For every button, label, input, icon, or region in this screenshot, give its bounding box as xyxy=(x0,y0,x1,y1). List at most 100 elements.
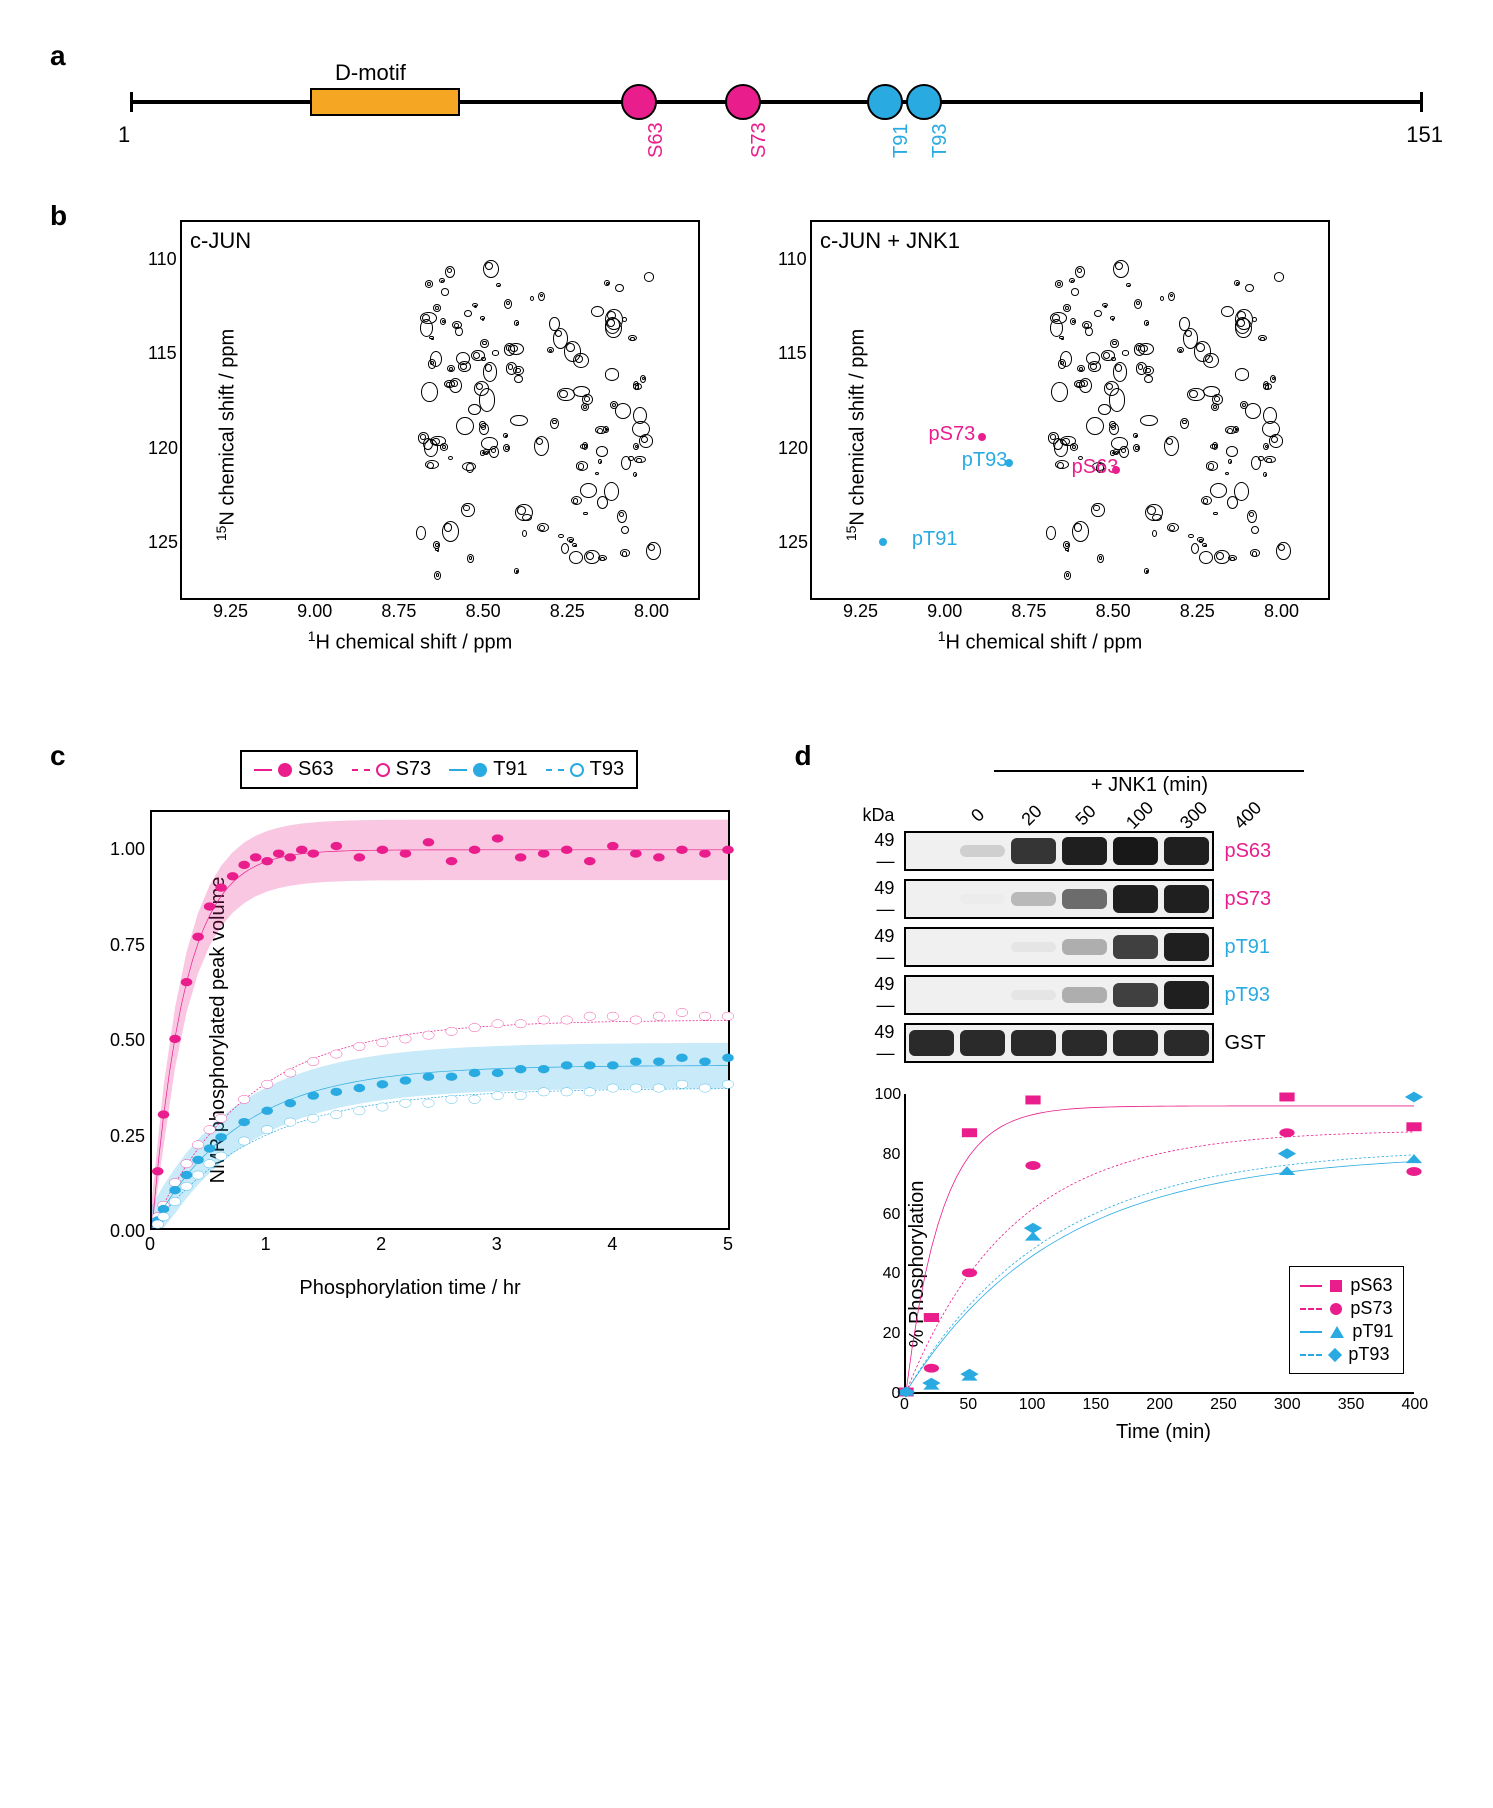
nmr-peak xyxy=(1235,368,1250,380)
nmr-peak xyxy=(583,405,587,409)
blot-band xyxy=(909,846,954,856)
xtick: 9.25 xyxy=(843,601,878,622)
nmr-peak xyxy=(549,317,559,331)
blot-band xyxy=(960,845,1005,858)
nmr-peak xyxy=(430,351,442,367)
kda-value: 49 — xyxy=(854,974,894,1016)
nmr-peak xyxy=(1237,319,1245,327)
phospho-peak-label: pT91 xyxy=(912,528,958,551)
nmr-peak xyxy=(559,390,568,399)
ytick: 1.00 xyxy=(110,839,144,860)
nmr-peak xyxy=(1071,280,1074,283)
phospho-peak xyxy=(879,538,887,546)
nmr-peak xyxy=(515,368,520,373)
blot-name-label: pS63 xyxy=(1224,840,1271,863)
nmr-peak xyxy=(456,352,470,365)
kda-header: kDa xyxy=(854,805,894,826)
nmr-peak xyxy=(1214,396,1220,402)
blot-row-pS73: 49 —pS73 xyxy=(854,878,1434,920)
nmr-peak xyxy=(1252,317,1257,322)
xtick: 8.75 xyxy=(381,601,416,622)
xtick: 350 xyxy=(1338,1396,1365,1414)
xtick: 8.50 xyxy=(1096,601,1131,622)
xtick: 8.50 xyxy=(466,601,501,622)
blot-strip xyxy=(904,975,1214,1015)
residue-circle-S73 xyxy=(725,84,761,120)
blot-band xyxy=(1062,837,1107,864)
xtick: 8.25 xyxy=(550,601,585,622)
xtick: 9.25 xyxy=(213,601,248,622)
nmr-peak xyxy=(1051,382,1068,402)
nmr-peak xyxy=(431,338,433,340)
phospho-peak-label: pS63 xyxy=(1072,456,1119,479)
legend-item-T93: T93 xyxy=(546,758,624,781)
nmr-peak xyxy=(1115,364,1122,371)
residue-label-T91: T91 xyxy=(890,124,913,158)
nmr-peak xyxy=(569,539,573,543)
kda-value: 49 — xyxy=(854,830,894,872)
nmr-peak xyxy=(1077,268,1082,273)
nmr-peak xyxy=(1144,375,1153,384)
nmr-peak xyxy=(456,417,474,435)
blot-band xyxy=(909,894,954,904)
xtick: 250 xyxy=(1210,1396,1237,1414)
blot-band xyxy=(1011,892,1056,907)
blot-band xyxy=(1113,983,1158,1007)
spectrum-xlabel: 1H chemical shift / ppm xyxy=(308,628,513,655)
kda-value: 49 — xyxy=(854,926,894,968)
nmr-peak xyxy=(1196,343,1205,352)
nmr-peak xyxy=(1226,446,1239,457)
nmr-peak xyxy=(436,573,439,576)
panel-d: d + JNK1 (min) kDa 02050100300400 49 —pS… xyxy=(794,750,1434,1444)
nmr-peak xyxy=(1189,390,1198,399)
blot-band xyxy=(1011,942,1056,953)
legend-item-pT93: pT93 xyxy=(1300,1344,1393,1365)
blot-band xyxy=(1164,933,1209,960)
chart-d-xlabel: Time (min) xyxy=(1116,1421,1211,1444)
ytick: 100 xyxy=(874,1086,900,1104)
nmr-peak xyxy=(558,534,564,539)
nmr-peak xyxy=(574,545,577,548)
nmr-peak xyxy=(485,262,493,270)
ytick: 125 xyxy=(778,532,806,553)
nmr-peak xyxy=(1104,305,1107,308)
blot-name-label: pT93 xyxy=(1224,984,1270,1007)
nmr-peak xyxy=(1213,512,1217,515)
nmr-peak xyxy=(1227,496,1238,509)
nmr-peak xyxy=(492,350,500,355)
chart-d-legend: pS63pS73pT91pT93 xyxy=(1289,1266,1404,1374)
nmr-peak xyxy=(1182,420,1186,424)
nmr-peak xyxy=(423,438,433,450)
nmr-peak xyxy=(586,552,594,560)
nmr-peak xyxy=(510,415,528,426)
nmr-peak xyxy=(1065,306,1069,310)
nmr-peak xyxy=(1249,512,1254,517)
blot-band xyxy=(909,942,954,952)
blot-band xyxy=(1164,1030,1209,1056)
nmr-peak xyxy=(615,284,624,292)
nmr-peak xyxy=(583,512,587,515)
nmr-peak xyxy=(1213,405,1217,409)
blot-band xyxy=(909,1030,954,1056)
xtick: 5 xyxy=(723,1234,733,1255)
nmr-peak xyxy=(591,306,604,317)
nmr-peak xyxy=(1146,322,1149,325)
nmr-peak xyxy=(615,403,632,419)
legend-item-pT91: pT91 xyxy=(1300,1321,1393,1342)
nmr-peak xyxy=(514,375,523,384)
blot-band xyxy=(1062,1030,1107,1056)
blot-name-label: GST xyxy=(1224,1032,1265,1055)
xtick: 200 xyxy=(1146,1396,1173,1414)
nmr-peak xyxy=(441,288,450,296)
ytick: 0 xyxy=(874,1385,900,1403)
xtick: 2 xyxy=(376,1234,386,1255)
xtick: 8.75 xyxy=(1011,601,1046,622)
nmr-peak xyxy=(573,498,579,504)
nmr-peak xyxy=(1081,380,1088,387)
nmr-peak xyxy=(437,550,439,552)
nmr-peak xyxy=(444,523,453,532)
nmr-peak xyxy=(442,320,445,323)
nmr-peak xyxy=(635,474,637,476)
spectrum-left: 15N chemical shift / ppm 1H chemical shi… xyxy=(110,210,710,660)
nmr-peak xyxy=(1203,386,1220,397)
